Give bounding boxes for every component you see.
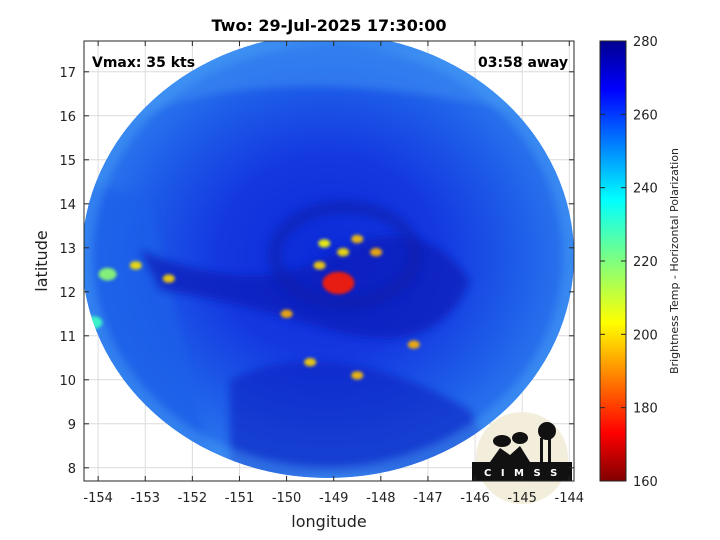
x-tick-label: -148 [366, 491, 396, 506]
x-axis-label: longitude [291, 512, 366, 531]
y-tick-label: 17 [59, 66, 76, 81]
convective-cell [351, 234, 364, 244]
y-tick-label: 12 [59, 286, 76, 301]
x-tick-label: -150 [272, 491, 302, 506]
eye-ring [268, 200, 422, 310]
y-tick-label: 10 [59, 374, 76, 389]
y-axis-ticks: 8 9 10 11 12 13 14 15 16 17 [59, 66, 574, 477]
convective-cell [280, 309, 293, 318]
x-tick-label: -147 [413, 491, 443, 506]
time-away-label: 03:58 away [478, 55, 568, 71]
x-tick-label: -153 [130, 491, 160, 506]
convective-cell [337, 248, 350, 257]
convective-cell [162, 274, 175, 283]
chart-title: Two: 29-Jul-2025 17:30:00 [212, 16, 447, 35]
x-tick-label: -152 [178, 491, 208, 506]
colorbar-tick-label: 260 [633, 108, 658, 123]
convective-cell [407, 340, 420, 349]
y-tick-label: 11 [59, 330, 76, 345]
y-tick-label: 15 [59, 154, 76, 169]
x-tick-label: -146 [460, 491, 490, 506]
colorbar-tick-label: 280 [633, 35, 658, 50]
x-tick-label: -144 [555, 491, 585, 506]
y-tick-label: 9 [68, 418, 76, 433]
y-tick-label: 13 [59, 242, 76, 257]
convective-cell [318, 239, 331, 248]
colorbar-tick-label: 220 [633, 255, 658, 270]
convective-cell [370, 248, 383, 257]
vmax-label: Vmax: 35 kts [92, 55, 195, 71]
x-tick-label: -151 [225, 491, 255, 506]
logo-text: C I M S S [484, 468, 560, 479]
colorbar-label: Brightness Temp - Horizontal Polarizatio… [668, 148, 681, 374]
convective-cells [84, 234, 420, 380]
y-tick-label: 16 [59, 110, 76, 125]
axes-frame [83, 40, 575, 482]
x-tick-label: -149 [319, 491, 349, 506]
convective-cell [129, 261, 142, 270]
convective-cell [351, 371, 364, 380]
colorbar-tick-label: 240 [633, 182, 658, 197]
colorbar-tick-label: 160 [633, 475, 658, 490]
warm-spot [98, 267, 117, 281]
convective-cell [313, 261, 326, 270]
colorbar-ticks: 160 180 200 220 240 260 280 [600, 35, 658, 490]
colorbar-tick-label: 200 [633, 328, 658, 343]
x-axis-ticks: -154 -153 -152 -151 -150 -149 -148 -147 -146 -145… [83, 41, 584, 506]
y-tick-label: 14 [59, 198, 76, 213]
y-tick-label: 8 [68, 462, 76, 477]
convective-cell [304, 358, 317, 367]
colorbar-tick-label: 180 [633, 402, 658, 417]
x-tick-label: -154 [83, 491, 113, 506]
y-axis-label: latitude [32, 230, 51, 291]
x-tick-label: -145 [507, 491, 537, 506]
warm-core [322, 271, 355, 295]
